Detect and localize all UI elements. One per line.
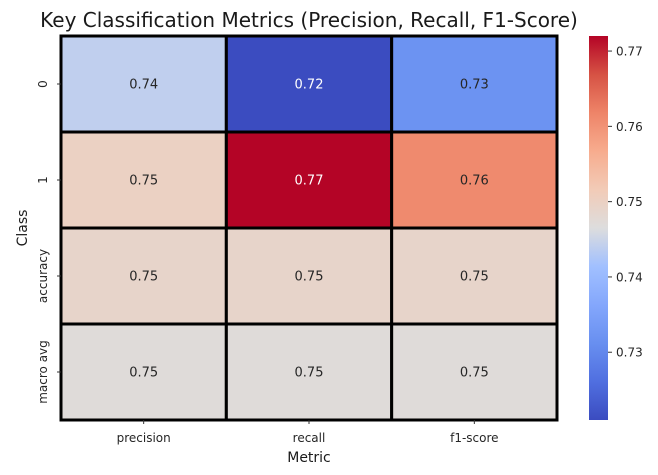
heatmap-cell <box>224 34 394 134</box>
colorbar-tick-label: 0.74 <box>616 270 643 284</box>
cell-value-label: 0.75 <box>460 270 489 285</box>
heatmap-cells <box>59 34 559 422</box>
y-axis-ticks: 0 1 accuracy macro avg <box>36 80 61 404</box>
colorbar-ticks: 0.73 0.74 0.75 0.76 0.77 <box>608 45 643 360</box>
cell-value-label: 0.77 <box>295 174 324 189</box>
chart-title: Key Classification Metrics (Precision, R… <box>40 8 578 32</box>
colorbar-tick-label: 0.76 <box>616 120 643 134</box>
cell-value-label: 0.73 <box>460 78 489 93</box>
cell-value-label: 0.75 <box>129 366 158 381</box>
heatmap-cell <box>59 322 228 422</box>
y-tick-label: macro avg <box>36 340 50 404</box>
y-tick-label: accuracy <box>36 249 50 303</box>
colorbar-tick-label: 0.73 <box>616 346 643 360</box>
heatmap-cell <box>390 322 559 422</box>
colorbar-tick-label: 0.77 <box>616 45 643 59</box>
cell-value-label: 0.76 <box>460 174 489 189</box>
y-tick-label: 1 <box>36 176 50 184</box>
x-tick-label: precision <box>117 431 171 445</box>
colorbar-tick-label: 0.75 <box>616 195 643 209</box>
heatmap-cell <box>224 226 394 326</box>
cell-value-label: 0.74 <box>129 78 158 93</box>
x-tick-label: recall <box>293 431 326 445</box>
y-tick-label: 0 <box>36 80 50 88</box>
x-tick-label: f1-score <box>450 431 498 445</box>
x-axis-ticks: precision recall f1-score <box>117 420 499 445</box>
cell-value-label: 0.75 <box>129 174 158 189</box>
colorbar <box>589 36 608 420</box>
cell-value-label: 0.75 <box>295 366 324 381</box>
heatmap-cell <box>390 130 559 230</box>
heatmap-cell-labels: 0.74 0.72 0.73 0.75 0.77 0.76 0.75 0.75 0.75 0.75… <box>129 78 489 381</box>
x-axis-label: Metric <box>287 450 331 466</box>
cell-value-label: 0.75 <box>295 270 324 285</box>
y-axis-label: Class <box>15 210 31 247</box>
cell-value-label: 0.72 <box>295 78 324 93</box>
cell-value-label: 0.75 <box>460 366 489 381</box>
cell-value-label: 0.75 <box>129 270 158 285</box>
